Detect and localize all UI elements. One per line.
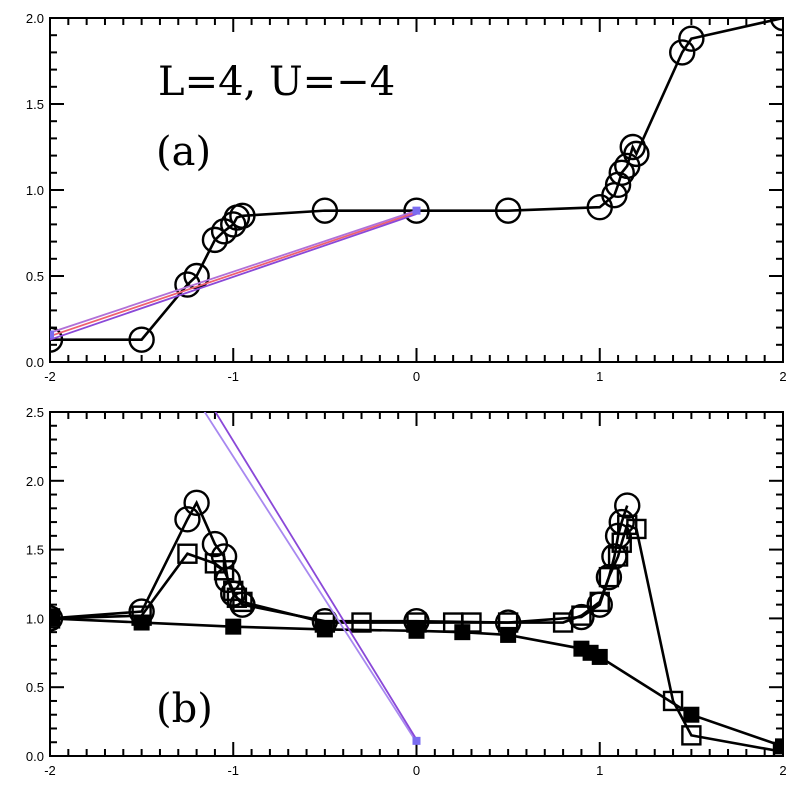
open-circle-point [311,197,339,224]
filled-square-point [50,610,58,627]
panel-b: -2 -1 0 1 2 0.0 0.5 1.0 1.5 2.0 2.5 (b) [26,405,787,778]
panel-a: -2 -1 0 1 2 0.0 0.5 1.0 1.5 2.0 L=4, U=−4 (a) [26,11,787,384]
y-tick-label: 1.5 [26,97,44,112]
overlay-line [50,209,417,334]
open-circle-point [50,326,64,353]
open-square-point [589,591,610,613]
overlay-marker [412,206,421,215]
filled-square-point [408,622,425,639]
open-circle-point [568,603,595,631]
open-square-point [681,725,702,746]
y-tick-label: 2.0 [26,11,44,26]
overlay-line [50,213,417,341]
y-tick-label: 2.5 [26,405,44,420]
open-square-point [772,741,783,756]
x-tick-label: -1 [227,369,239,384]
open-circle-point [608,159,635,187]
open-square-point [626,518,647,540]
open-square-point [177,543,198,564]
filled-square-point [775,738,783,755]
open-square-point [607,546,629,567]
y-tick-label: 0.0 [26,749,44,764]
open-circle-point [403,197,430,224]
x-tick-label: 2 [779,369,786,384]
open-circle-point [174,271,201,298]
open-square-point [351,612,372,633]
open-square-point [50,608,61,629]
filled-square-point [454,624,471,641]
open-square-point [461,612,482,633]
y-tick-label: 1.5 [26,543,44,558]
overlay-line [214,412,418,740]
y-tick-label: 1.0 [26,611,44,626]
open-square-point [213,560,235,581]
series-line-open-circle [50,499,629,624]
x-tick-label: 0 [413,763,420,778]
x-tick-label: -1 [227,763,239,778]
x-tick-label: 1 [596,763,603,778]
open-circle-point [669,39,696,66]
y-tick-label: 0.5 [26,269,44,284]
overlay-line [203,412,418,743]
y-tick-label: 1.0 [26,183,44,198]
panel-label: (a) [156,129,211,175]
y-tick-label: 0.5 [26,680,44,695]
x-tick-label: -2 [44,369,56,384]
parameter-annotation: L=4, U=−4 [158,59,395,105]
series-line-open-circle [50,18,783,341]
open-square-point [662,690,684,712]
x-tick-label: 0 [413,369,420,384]
open-square-point [571,605,592,626]
open-circle-point [128,326,155,353]
open-square-point [226,587,248,608]
open-circle-point [623,140,650,168]
y-tick-label: 0.0 [26,355,44,370]
open-circle-point [183,262,210,290]
open-square-point [552,612,574,633]
series-line-filled-square [50,617,783,748]
y-tick-label: 2.0 [26,474,44,489]
filled-square-point [133,614,150,631]
filled-square-point [591,648,608,665]
filled-square-point [316,621,333,638]
filled-square-point [683,706,700,723]
plot-area [50,18,783,353]
filled-square-point [500,626,517,643]
overlay-marker [50,330,54,339]
open-square-point [598,566,620,588]
overlay-line [50,211,417,338]
overlay-marker [412,736,421,745]
open-circle-point [183,489,210,517]
open-circle-point [174,506,201,533]
open-circle-point [229,202,256,230]
open-circle-point [614,492,641,519]
plot-area [50,412,783,756]
open-circle-point [494,197,522,224]
open-circle-point [678,25,705,52]
x-tick-label: -2 [44,763,56,778]
open-circle-point [201,226,229,254]
panel-label: (b) [156,686,213,732]
open-circle-point [50,605,64,632]
open-square-point [232,591,253,613]
x-tick-label: 1 [596,369,603,384]
filled-square-point [225,618,242,635]
x-tick-label: 2 [779,763,786,778]
